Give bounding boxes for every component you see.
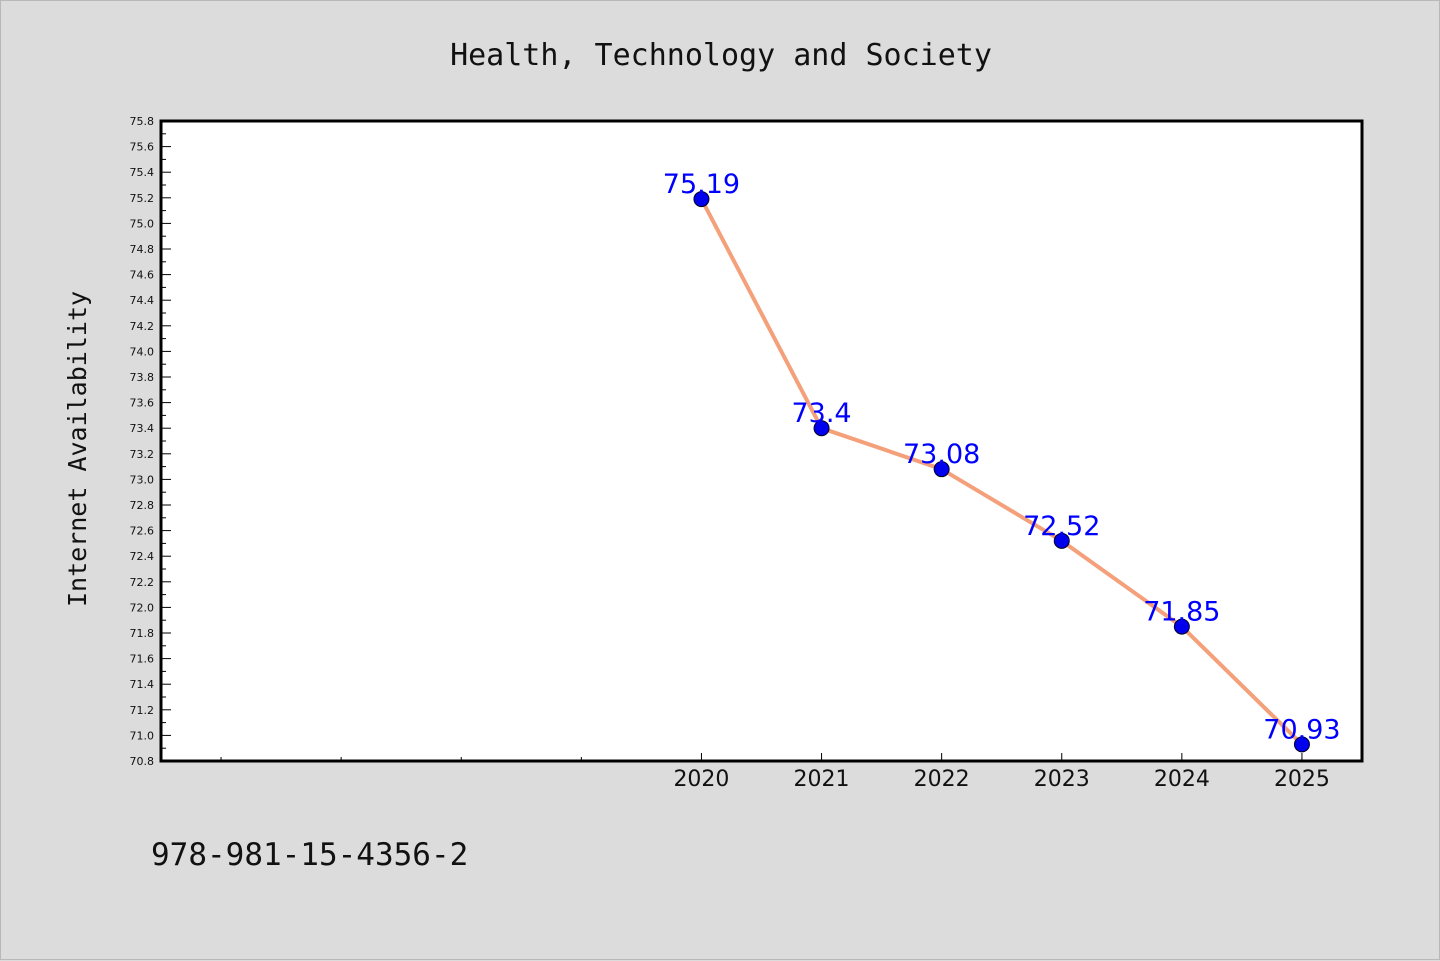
data-point bbox=[1293, 736, 1310, 753]
x-tick-label: 2023 bbox=[1034, 767, 1090, 792]
data-label: 73.08 bbox=[903, 439, 980, 470]
y-tick-label: 75.0 bbox=[130, 217, 155, 230]
y-tick-label: 74.4 bbox=[130, 294, 155, 307]
data-point bbox=[1173, 618, 1190, 635]
y-tick-label: 72.2 bbox=[130, 576, 155, 589]
series-line bbox=[699, 197, 1304, 747]
x-tick-label: 2025 bbox=[1274, 767, 1330, 792]
y-tick-label: 72.6 bbox=[130, 525, 155, 538]
data-label: 73.4 bbox=[791, 398, 851, 429]
data-label: 72.52 bbox=[1023, 511, 1100, 542]
y-tick-label: 74.6 bbox=[130, 269, 155, 282]
data-label: 71.85 bbox=[1143, 597, 1220, 628]
x-tick-label: 2020 bbox=[673, 767, 729, 792]
y-tick-label: 73.4 bbox=[130, 422, 155, 435]
data-label: 75.19 bbox=[663, 169, 740, 200]
x-tick-label: 2024 bbox=[1154, 767, 1210, 792]
y-tick-label: 71.4 bbox=[130, 678, 155, 691]
y-tick-label: 71.8 bbox=[130, 627, 155, 640]
x-tick-label: 2021 bbox=[794, 767, 850, 792]
y-tick-label: 71.2 bbox=[130, 704, 155, 717]
y-tick-label: 73.2 bbox=[130, 448, 155, 461]
chart-title: Health, Technology and Society bbox=[450, 38, 992, 73]
y-tick-label: 74.2 bbox=[130, 320, 155, 333]
y-tick-label: 74.8 bbox=[130, 243, 155, 256]
footer-isbn: 978-981-15-4356-2 bbox=[151, 837, 468, 873]
y-tick-label: 73.0 bbox=[130, 473, 155, 486]
y-axis-label: Internet Availability bbox=[63, 291, 92, 607]
data-point bbox=[1053, 532, 1070, 549]
x-axis: 2020 2021 2022 2023 2024 2025 bbox=[220, 753, 1330, 792]
y-axis: 70.8 71.0 71.2 71.4 71.6 71.8 72.0 72.2 72.4 72.6… bbox=[130, 115, 171, 768]
y-tick-label: 72.4 bbox=[130, 550, 155, 563]
y-tick-label: 72.8 bbox=[130, 499, 155, 512]
y-tick-label: 71.6 bbox=[130, 653, 155, 666]
data-point bbox=[693, 191, 710, 208]
y-tick-label: 72.0 bbox=[130, 601, 155, 614]
data-point bbox=[933, 461, 950, 478]
y-tick-label: 74.0 bbox=[130, 345, 155, 358]
series-layer: 75.19 73.4 73.08 72.52 71.85 70.93 bbox=[663, 169, 1341, 753]
y-tick-label: 75.2 bbox=[130, 192, 155, 205]
y-tick-label: 71.0 bbox=[130, 729, 155, 742]
y-tick-label: 75.8 bbox=[130, 115, 155, 128]
x-tick-label: 2022 bbox=[914, 767, 970, 792]
y-tick-label: 75.4 bbox=[130, 166, 155, 179]
y-tick-label: 73.6 bbox=[130, 397, 155, 410]
y-tick-label: 75.6 bbox=[130, 141, 155, 154]
y-tick-label: 70.8 bbox=[130, 755, 155, 768]
y-tick-label: 73.8 bbox=[130, 371, 155, 384]
data-label: 70.93 bbox=[1263, 714, 1340, 745]
data-point bbox=[813, 420, 830, 437]
plot-area bbox=[159, 119, 1364, 763]
